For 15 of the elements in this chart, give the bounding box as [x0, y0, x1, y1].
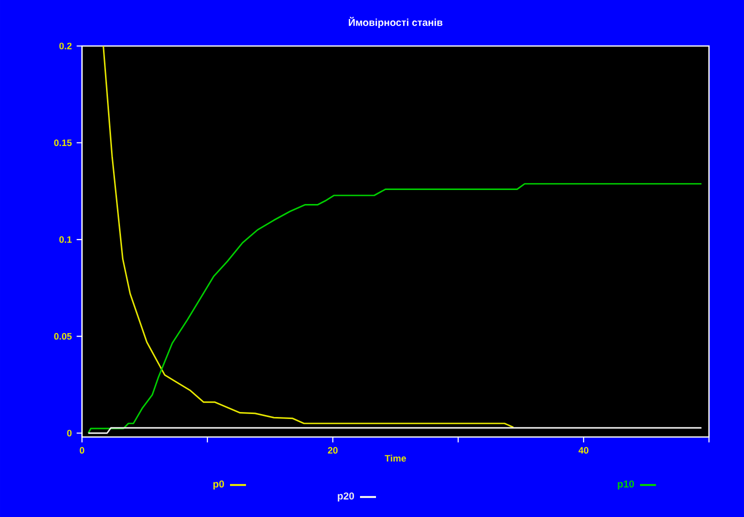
legend-label: p20	[338, 492, 354, 502]
line-series	[102, 46, 514, 428]
legend-label: p0	[213, 480, 224, 490]
x-tick-label: 0	[80, 447, 84, 454]
x-tick-label: 20	[328, 447, 338, 454]
y-tick-label: 0.1	[59, 236, 72, 243]
y-tick-label: 0.15	[54, 139, 72, 146]
x-axis-title: Time	[384, 454, 406, 462]
legend-label: p10	[618, 480, 634, 490]
x-tick-label: 40	[578, 447, 588, 454]
y-tick-label: 0.05	[54, 333, 72, 340]
line-series	[88, 183, 702, 434]
y-tick-label: 0.2	[59, 42, 72, 50]
chart-title: Ймовірності станів	[348, 16, 442, 28]
y-tick-label: 0	[67, 430, 72, 436]
